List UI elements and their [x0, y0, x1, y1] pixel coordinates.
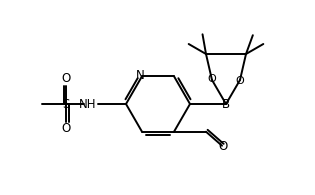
Text: O: O: [236, 76, 244, 86]
Text: O: O: [61, 73, 71, 85]
Text: O: O: [218, 140, 228, 153]
Text: N: N: [136, 69, 144, 82]
Text: B: B: [222, 98, 230, 111]
Text: S: S: [62, 98, 70, 111]
Text: O: O: [208, 74, 216, 84]
Text: NH: NH: [78, 98, 96, 111]
Text: O: O: [61, 122, 71, 136]
